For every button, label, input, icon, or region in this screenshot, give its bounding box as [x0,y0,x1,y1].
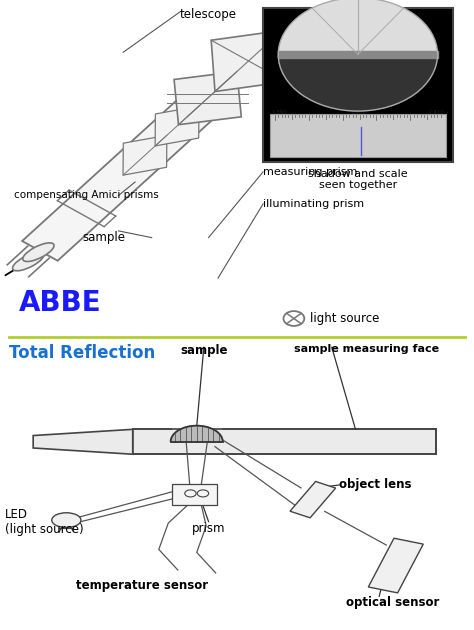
Polygon shape [171,426,223,442]
Text: temperature sensor: temperature sensor [76,579,208,592]
Bar [270,114,446,157]
Text: sample measuring face: sample measuring face [294,345,439,354]
Text: illuminating prism: illuminating prism [263,199,364,209]
Polygon shape [290,481,336,518]
Text: light source: light source [310,312,380,325]
Circle shape [278,0,438,111]
Text: 1.390: 1.390 [272,110,288,115]
Text: Total Reflection: Total Reflection [9,345,156,362]
Text: shadow and scale
seen together: shadow and scale seen together [308,168,408,190]
Text: 1.400: 1.400 [350,110,366,115]
Text: optical sensor: optical sensor [346,597,439,609]
Ellipse shape [23,243,54,261]
Polygon shape [368,538,423,593]
Ellipse shape [52,513,81,527]
Polygon shape [155,106,199,146]
Text: telescope: telescope [180,8,237,21]
Text: sample: sample [83,231,126,244]
Text: compensating Amici prisms: compensating Amici prisms [14,190,159,200]
Ellipse shape [12,252,44,271]
Text: LED
(light source): LED (light source) [5,508,83,536]
Text: measuring prism: measuring prism [263,167,357,177]
Polygon shape [33,429,133,454]
Polygon shape [211,30,286,91]
Text: prism: prism [192,522,225,535]
Polygon shape [187,77,231,117]
Bar [172,484,217,505]
Bar [133,429,436,454]
Polygon shape [174,72,241,125]
Text: ABBE: ABBE [19,289,101,317]
Polygon shape [278,54,438,111]
Text: object lens: object lens [339,479,411,491]
Bar [263,8,453,162]
Text: sample: sample [180,345,228,357]
Polygon shape [123,135,167,175]
Polygon shape [22,76,238,261]
Text: 1.410: 1.410 [428,110,444,115]
